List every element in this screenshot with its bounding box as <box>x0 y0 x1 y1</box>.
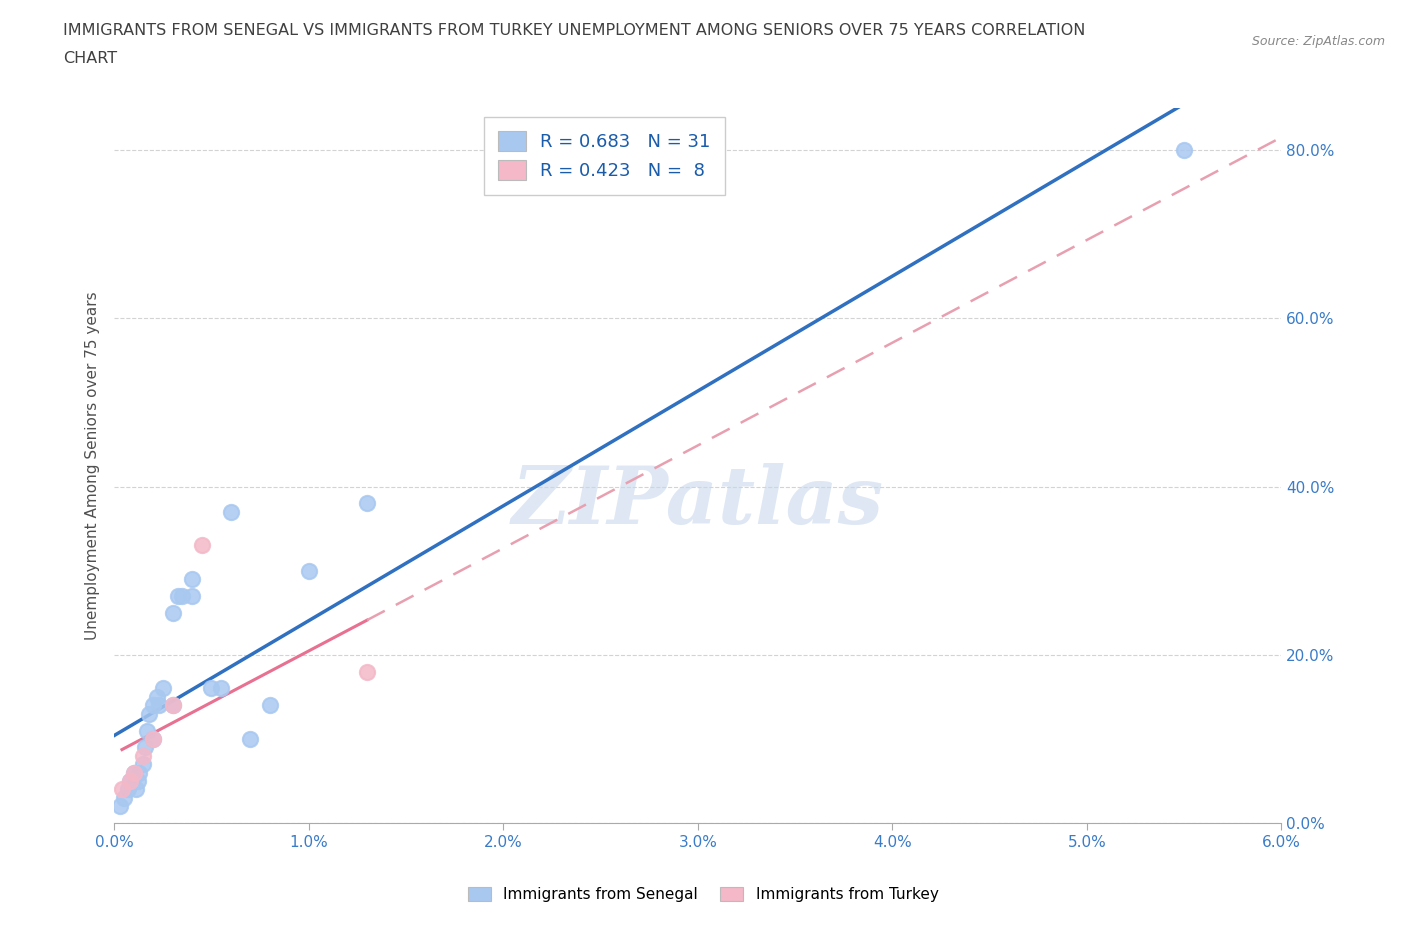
Point <box>298 564 321 578</box>
Point <box>118 774 141 789</box>
Point <box>142 732 165 747</box>
Point <box>167 589 190 604</box>
Point <box>162 605 184 620</box>
Point <box>162 698 184 712</box>
Point <box>132 757 155 772</box>
Point <box>356 664 378 679</box>
Text: ZIPatlas: ZIPatlas <box>512 462 884 540</box>
Point <box>259 698 281 712</box>
Y-axis label: Unemployment Among Seniors over 75 years: Unemployment Among Seniors over 75 years <box>86 291 100 640</box>
Point <box>132 749 155 764</box>
Point <box>118 774 141 789</box>
Point <box>181 589 204 604</box>
Point <box>122 765 145 780</box>
Point <box>134 740 156 755</box>
Point <box>128 765 150 780</box>
Point <box>148 698 170 712</box>
Point <box>190 538 212 553</box>
Legend: Immigrants from Senegal, Immigrants from Turkey: Immigrants from Senegal, Immigrants from… <box>461 881 945 909</box>
Point <box>239 732 262 747</box>
Point <box>127 774 149 789</box>
Text: Source: ZipAtlas.com: Source: ZipAtlas.com <box>1251 35 1385 48</box>
Legend: R = 0.683   N = 31, R = 0.423   N =  8: R = 0.683 N = 31, R = 0.423 N = 8 <box>484 117 725 194</box>
Point <box>112 790 135 805</box>
Point <box>1173 142 1195 157</box>
Point <box>200 681 222 696</box>
Text: CHART: CHART <box>63 51 117 66</box>
Point <box>219 504 242 519</box>
Point <box>124 782 146 797</box>
Point <box>162 698 184 712</box>
Point <box>138 706 160 721</box>
Point <box>152 681 174 696</box>
Point <box>108 799 131 814</box>
Point <box>122 765 145 780</box>
Point <box>142 732 165 747</box>
Point <box>142 698 165 712</box>
Point <box>172 589 194 604</box>
Text: IMMIGRANTS FROM SENEGAL VS IMMIGRANTS FROM TURKEY UNEMPLOYMENT AMONG SENIORS OVE: IMMIGRANTS FROM SENEGAL VS IMMIGRANTS FR… <box>63 23 1085 38</box>
Point <box>146 689 169 704</box>
Point <box>356 496 378 511</box>
Point <box>181 572 204 587</box>
Point <box>117 782 139 797</box>
Point <box>209 681 232 696</box>
Point <box>136 724 159 738</box>
Point <box>111 782 134 797</box>
